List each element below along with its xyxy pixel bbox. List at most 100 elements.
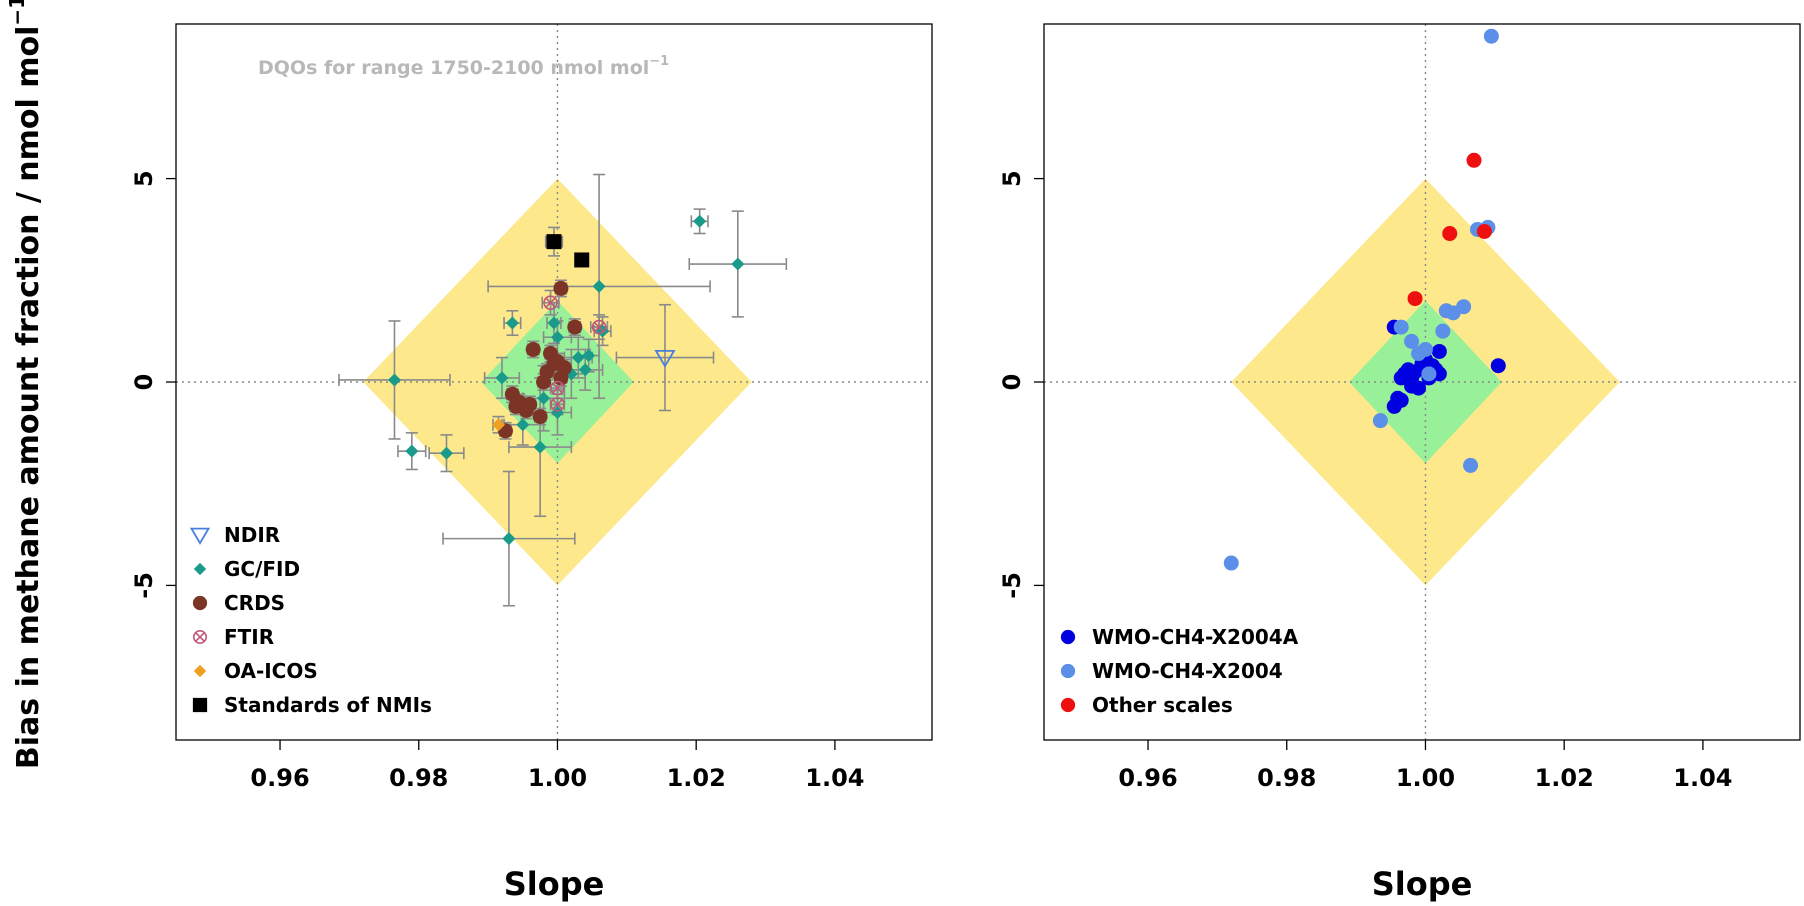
data-point-gc-fid	[550, 330, 564, 344]
x-tick-label: 1.04	[1673, 764, 1732, 792]
legend-item-gc-fid: GC/FID	[193, 557, 300, 581]
data-point-crds	[556, 360, 572, 376]
legend-marker-ftir	[193, 630, 207, 644]
legend-marker-standards-of-nmis	[192, 697, 208, 713]
legend-label: CRDS	[224, 591, 285, 615]
x-tick-label: 1.02	[1535, 764, 1594, 792]
left-panel: 0.96 0.98 1.00 1.02 1.04 5 0 -5 DQOs for range…	[130, 23, 933, 903]
data-point-wmo-ch4-x2004	[1372, 413, 1388, 429]
data-point-ftir	[543, 295, 558, 310]
data-point-gc-fid	[439, 446, 453, 460]
data-point-gc-fid	[505, 316, 519, 330]
data-point-ftir	[550, 397, 565, 412]
data-point-gc-fid	[537, 391, 551, 405]
legend-item-wmo-ch4-x2004a: WMO-CH4-X2004A	[1060, 625, 1299, 649]
data-point-gc-fid	[495, 371, 509, 385]
left-dqo-annotation-superscript: −1	[649, 54, 669, 69]
data-point-wmo-ch4-x2004	[1483, 28, 1499, 44]
left-x-axis-title: Slope	[504, 865, 605, 903]
data-point-wmo-ch4-x2004a	[1393, 392, 1409, 408]
data-point-gc-fid	[731, 257, 745, 271]
series-ftir	[543, 295, 607, 412]
data-point-other-scales	[1407, 291, 1423, 307]
series-standards-of-nmis	[546, 234, 590, 268]
data-point-gc-fid	[693, 214, 707, 228]
data-point-wmo-ch4-x2004	[1404, 333, 1420, 349]
data-point-gc-fid	[571, 351, 585, 365]
data-point-gc-fid	[533, 440, 547, 454]
x-tick-label: 1.00	[1396, 764, 1455, 792]
legend-marker-gc-fid	[193, 562, 207, 576]
data-point-gc-fid	[582, 349, 596, 363]
legend-marker-oa-icos	[193, 664, 207, 678]
data-point-crds	[525, 341, 541, 357]
legend-label: FTIR	[224, 625, 274, 649]
y-tick-label: -5	[998, 572, 1026, 599]
y-tick-label: 5	[130, 170, 158, 187]
legend-marker-wmo-ch4-x2004	[1060, 663, 1076, 679]
data-point-wmo-ch4-x2004a	[1411, 380, 1427, 396]
data-point-crds	[567, 319, 583, 335]
y-tick-label: 0	[130, 374, 158, 391]
legend-label: NDIR	[224, 523, 280, 547]
left-dqo-annotation-text: DQOs for range 1750-2100 nmol mol	[258, 57, 649, 79]
data-point-wmo-ch4-x2004	[1417, 341, 1433, 357]
data-point-gc-fid	[502, 532, 516, 546]
left-x-axis-ticks: 0.96 0.98 1.00 1.02 1.04	[250, 740, 865, 792]
data-point-other-scales	[1476, 223, 1492, 239]
legend-item-wmo-ch4-x2004: WMO-CH4-X2004	[1060, 659, 1283, 683]
right-panel: 0.96 0.98 1.00 1.02 1.04 5 0 -5 WMO-CH4-X2004A…	[998, 23, 1801, 903]
data-point-crds	[532, 409, 548, 425]
data-point-gc-fid	[387, 373, 401, 387]
legend-label: Standards of NMIs	[224, 693, 432, 717]
data-point-gc-fid	[578, 363, 592, 377]
legend-item-oa-icos: OA-ICOS	[193, 659, 318, 683]
series-crds	[497, 280, 583, 439]
data-point-gc-fid	[547, 316, 561, 330]
series-wmo-ch4-x2004	[1223, 28, 1499, 571]
x-tick-label: 0.96	[1118, 764, 1177, 792]
x-tick-label: 0.96	[250, 764, 309, 792]
left-dqo-annotation: DQOs for range 1750-2100 nmol mol−1	[258, 54, 669, 79]
legend-marker-wmo-ch4-x2004a	[1060, 629, 1076, 645]
data-point-wmo-ch4-x2004	[1435, 323, 1451, 339]
data-point-oa-icos	[492, 418, 506, 432]
data-point-wmo-ch4-x2004	[1393, 319, 1409, 335]
left-y-axis-ticks: 5 0 -5	[130, 170, 176, 599]
legend-marker-ndir	[189, 527, 211, 545]
x-tick-label: 1.00	[528, 764, 587, 792]
data-point-wmo-ch4-x2004a	[1431, 366, 1447, 382]
legend-label: GC/FID	[224, 557, 300, 581]
data-point-gc-fid	[592, 279, 606, 293]
right-x-axis-ticks: 0.96 0.98 1.00 1.02 1.04	[1118, 740, 1733, 792]
legend-item-standards-of-nmis: Standards of NMIs	[192, 693, 432, 717]
series-gc-fid	[387, 214, 745, 546]
legend-item-ftir: FTIR	[193, 625, 274, 649]
series-oa-icos	[492, 418, 506, 432]
right-data-points	[1223, 28, 1506, 571]
y-axis-title-superscript: −1	[5, 0, 29, 26]
x-tick-label: 0.98	[389, 764, 448, 792]
x-tick-label: 1.04	[805, 764, 864, 792]
right-legend: WMO-CH4-X2004A WMO-CH4-X2004 Other scales	[1060, 625, 1299, 717]
data-point-ftir	[591, 319, 607, 335]
data-point-standards-of-nmis	[546, 234, 562, 250]
data-point-ftir	[550, 380, 565, 396]
y-tick-label: -5	[130, 572, 158, 599]
y-tick-label: 5	[998, 170, 1026, 187]
data-point-wmo-ch4-x2004a	[1490, 358, 1506, 374]
error-bar	[615, 303, 715, 412]
data-point-crds	[522, 396, 538, 412]
data-point-crds	[553, 280, 569, 296]
legend-marker-crds	[192, 595, 208, 611]
series-ndir	[654, 349, 676, 368]
x-tick-label: 1.02	[667, 764, 726, 792]
legend-label: WMO-CH4-X2004A	[1092, 625, 1299, 649]
data-point-other-scales	[1466, 152, 1482, 168]
legend-label: OA-ICOS	[224, 659, 318, 683]
right-x-axis-title: Slope	[1372, 865, 1473, 903]
data-point-gc-fid	[405, 444, 419, 458]
data-point-ndir	[654, 349, 676, 368]
data-point-standards-of-nmis	[574, 252, 590, 268]
